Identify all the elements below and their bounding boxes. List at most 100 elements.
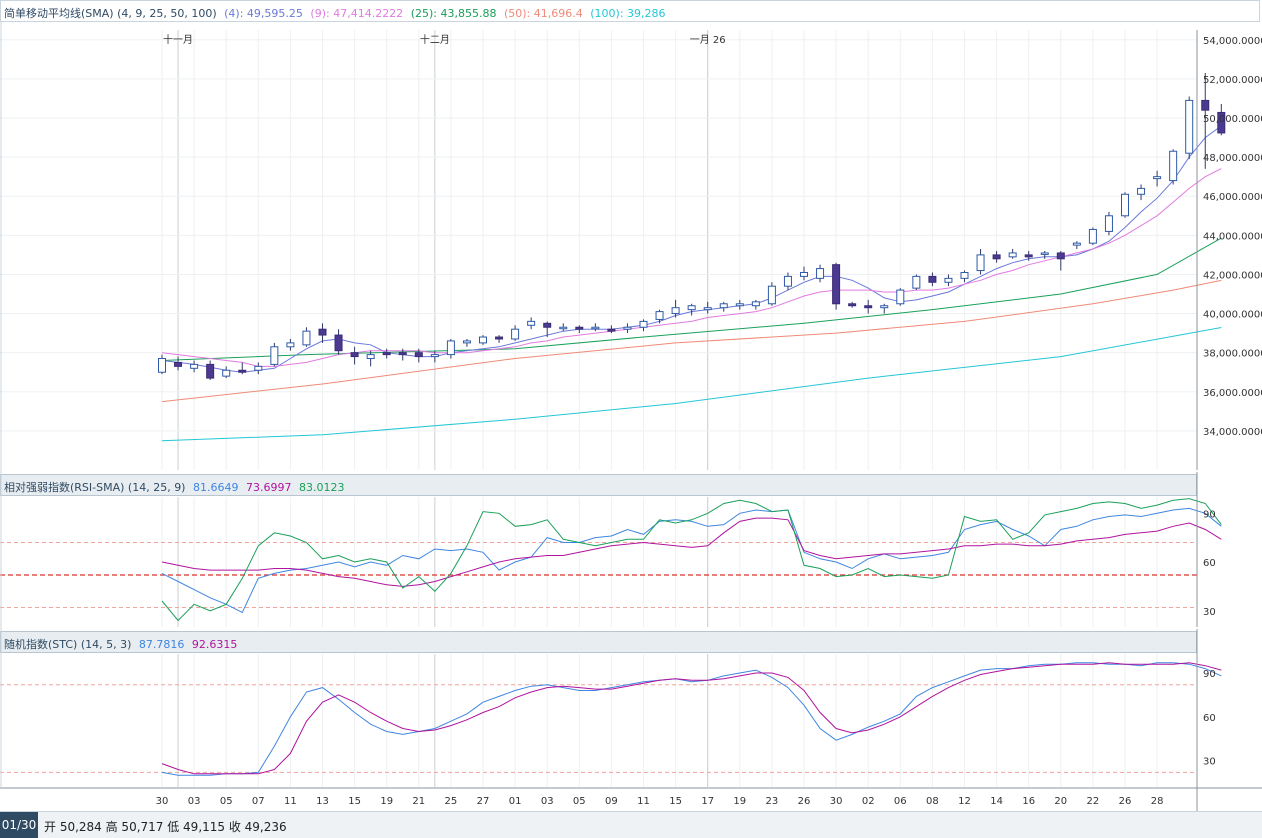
stock-chart[interactable]: 30 03 05 07 11 13 15 19 21 25 27 01 03 05 09 11 15 17 19 23… xyxy=(0,0,1262,811)
x-tick-label: 06 xyxy=(894,796,907,807)
chart-grid xyxy=(0,30,1197,787)
candle xyxy=(366,354,375,360)
y-tick-label: 34,000.0000 xyxy=(1203,427,1262,438)
ohlc-bar: 01/30 开 50,284 高 50,717 低 49,115 收 49,23… xyxy=(0,811,1262,838)
candle xyxy=(206,363,215,379)
price-legend: 简单移动平均线(SMA) (4, 9, 25, 50, 100) (4): 49… xyxy=(4,5,670,21)
x-tick-label: 09 xyxy=(605,796,618,807)
rsi-line xyxy=(161,507,1222,614)
candle xyxy=(607,328,616,332)
candle xyxy=(767,285,776,305)
candle xyxy=(222,369,231,377)
x-tick-label: 13 xyxy=(316,796,329,807)
candle xyxy=(703,307,712,311)
candle xyxy=(270,346,279,365)
x-tick-label: 15 xyxy=(669,796,682,807)
candle xyxy=(719,303,728,309)
y-tick-label: 44,000.0000 xyxy=(1203,231,1262,242)
candle xyxy=(639,320,648,328)
candle xyxy=(944,277,953,283)
candle xyxy=(735,303,744,307)
rsi-legend: 相对强弱指数(RSI-SMA) (14, 25, 9) 81.6649 73.6… xyxy=(4,479,348,495)
candle xyxy=(816,268,825,279)
rsi-legend-title: 相对强弱指数(RSI-SMA) (14, 25, 9) xyxy=(4,481,186,494)
x-tick-label: 20 xyxy=(1054,796,1067,807)
candle xyxy=(398,352,407,356)
candle xyxy=(1072,242,1081,246)
candle xyxy=(623,326,632,330)
price-legend-bar: 简单移动平均线(SMA) (4, 9, 25, 50, 100) (4): 49… xyxy=(0,0,1260,22)
stc-k-value: 87.7816 xyxy=(138,638,185,651)
candle xyxy=(511,328,520,340)
x-tick-label: 22 xyxy=(1087,796,1100,807)
y-tick-label: 60 xyxy=(1203,558,1216,569)
candle xyxy=(896,289,905,305)
candle xyxy=(462,340,471,344)
rsi-line xyxy=(161,498,1222,622)
x-tick-label: 19 xyxy=(380,796,393,807)
y-tick-label: 30 xyxy=(1203,757,1216,768)
y-tick-label: 40,000.0000 xyxy=(1203,310,1262,321)
candle xyxy=(1040,252,1049,255)
candle xyxy=(174,361,183,367)
chart-axes: 30 03 05 07 11 13 15 19 21 25 27 01 03 05 09 11 15 17 19 23… xyxy=(0,22,1262,811)
rsi-panel xyxy=(0,498,1222,622)
x-tick-label: 16 xyxy=(1022,796,1035,807)
ohlc-values: 开 50,284 高 50,717 低 49,115 收 49,236 xyxy=(44,820,287,834)
sma9-legend: (9): 47,414.2222 xyxy=(310,7,404,20)
rsi-sma-value: 73.6997 xyxy=(245,481,292,494)
selected-date: 01/30 xyxy=(0,812,38,838)
y-tick-label: 30 xyxy=(1203,607,1216,618)
candle xyxy=(687,305,696,311)
x-tick-label: 05 xyxy=(573,796,586,807)
candle xyxy=(992,254,1001,260)
candle xyxy=(800,271,808,277)
candle xyxy=(1121,193,1129,217)
rsi-line xyxy=(161,517,1222,587)
sma-25-line xyxy=(161,237,1222,361)
x-tick-label: 11 xyxy=(284,796,297,807)
y-tick-label: 90 xyxy=(1203,669,1216,680)
candle xyxy=(864,305,873,309)
candle xyxy=(1217,111,1226,134)
stc-line xyxy=(161,662,1222,776)
candle xyxy=(1104,215,1113,232)
candle xyxy=(1153,176,1162,180)
sma-50-line xyxy=(161,279,1222,403)
candle xyxy=(495,336,504,340)
candle xyxy=(382,352,391,356)
candle xyxy=(334,334,343,352)
y-tick-label: 52,000.0000 xyxy=(1203,75,1262,86)
month-label: 一月 26 xyxy=(690,34,726,46)
candle xyxy=(1169,150,1178,182)
sma-9-line xyxy=(161,168,1222,367)
x-tick-label: 05 xyxy=(220,796,233,807)
candle xyxy=(591,326,600,330)
y-tick-label: 48,000.0000 xyxy=(1203,153,1262,164)
candle xyxy=(158,358,166,373)
candle xyxy=(302,330,311,346)
sma4-legend: (4): 49,595.25 xyxy=(224,7,303,20)
candle xyxy=(655,311,664,320)
stc-legend-title: 随机指数(STC) (14, 5, 3) xyxy=(4,638,132,651)
month-label: 十二月 xyxy=(420,33,450,46)
x-tick-label: 08 xyxy=(926,796,939,807)
candle xyxy=(479,336,487,344)
rsi-signal-value: 83.0123 xyxy=(298,481,345,494)
x-tick-label: 21 xyxy=(412,796,425,807)
y-tick-label: 60 xyxy=(1203,713,1216,724)
stc-legend: 随机指数(STC) (14, 5, 3) 87.7816 92.6315 xyxy=(4,636,241,652)
sma-100-line xyxy=(161,327,1222,442)
candle xyxy=(1201,99,1210,111)
x-tick-label: 12 xyxy=(958,796,971,807)
candle xyxy=(1008,252,1017,258)
candle xyxy=(960,271,969,279)
candle xyxy=(880,305,889,309)
candle xyxy=(414,352,423,358)
x-tick-label: 27 xyxy=(477,796,490,807)
rsi-legend-bar: 相对强弱指数(RSI-SMA) (14, 25, 9) 81.6649 73.6… xyxy=(0,474,1197,496)
candle xyxy=(1024,254,1033,258)
stc-panel xyxy=(0,662,1222,776)
x-tick-label: 11 xyxy=(637,796,650,807)
stc-line xyxy=(161,662,1222,775)
